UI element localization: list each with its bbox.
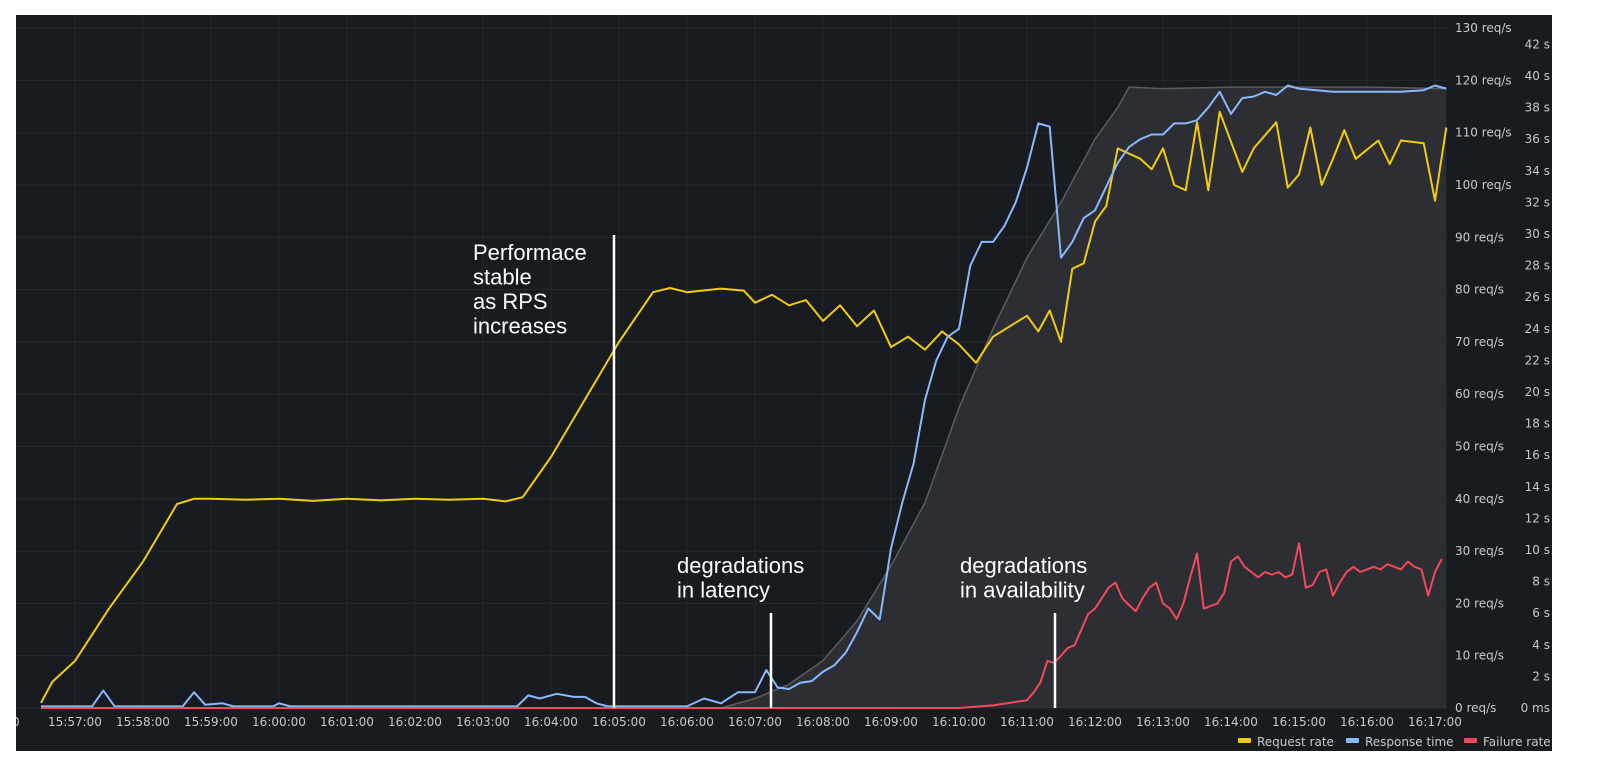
y-left-tick-label: 10 req/s bbox=[1455, 649, 1504, 663]
legend-item-response-time: Response time bbox=[1365, 735, 1454, 749]
y-right-tick-label: 36 s bbox=[1525, 132, 1550, 146]
x-tick-label: 15:58:00 bbox=[116, 715, 170, 729]
x-tick-label: 15:59:00 bbox=[184, 715, 238, 729]
x-tick-label: 16:00:00 bbox=[252, 715, 306, 729]
y-right-tick-label: 38 s bbox=[1525, 101, 1550, 115]
x-tick-label: 16:17:00 bbox=[1408, 715, 1462, 729]
x-tick-label: 16:05:00 bbox=[592, 715, 646, 729]
x-tick-label: 16:02:00 bbox=[388, 715, 442, 729]
annotation-text: increases bbox=[473, 314, 567, 339]
x-tick-label: 16:03:00 bbox=[456, 715, 510, 729]
y-left-tick-label: 120 req/s bbox=[1455, 73, 1512, 87]
x-tick-label: 16:15:00 bbox=[1272, 715, 1326, 729]
chart-panel: 0 req/s 10 req/s 20 req/s 30 req/s 40 req/s 5… bbox=[16, 15, 1552, 751]
y-right-tick-label: 30 s bbox=[1525, 227, 1550, 241]
y-right-tick-label: 26 s bbox=[1525, 290, 1550, 304]
annotation-text: in availability bbox=[960, 578, 1085, 603]
y-right-tick-label: 10 s bbox=[1525, 543, 1550, 557]
x-tick-label: 16:01:00 bbox=[320, 715, 374, 729]
y-left-tick-label: 70 req/s bbox=[1455, 335, 1504, 349]
y-right-tick-label: 12 s bbox=[1525, 511, 1550, 525]
y-right-tick-label: 6 s bbox=[1532, 606, 1550, 620]
y-right-tick-label: 22 s bbox=[1525, 353, 1550, 367]
y-left-tick-label: 80 req/s bbox=[1455, 283, 1504, 297]
y-right-tick-label: 24 s bbox=[1525, 322, 1550, 336]
y-left-tick-label: 60 req/s bbox=[1455, 387, 1504, 401]
series-area-gray bbox=[41, 87, 1447, 709]
y-right-tick-label: 14 s bbox=[1525, 480, 1550, 494]
x-tick-label: 16:16:00 bbox=[1340, 715, 1394, 729]
x-tick-label: 16:07:00 bbox=[728, 715, 782, 729]
x-tick-label: 16:06:00 bbox=[660, 715, 714, 729]
y-right-tick-label: 20 s bbox=[1525, 385, 1550, 399]
y-left-tick-label: 90 req/s bbox=[1455, 230, 1504, 244]
x-tick-label-partial: 0 bbox=[16, 715, 20, 729]
timeseries-chart: 0 req/s 10 req/s 20 req/s 30 req/s 40 req/s 5… bbox=[16, 15, 1551, 749]
y-right-tick-label: 8 s bbox=[1532, 575, 1550, 589]
x-tick-label: 15:57:00 bbox=[48, 715, 102, 729]
x-tick-label: 16:10:00 bbox=[932, 715, 986, 729]
y-right-tick-label: 0 ms bbox=[1521, 701, 1550, 715]
annotation-text: stable bbox=[473, 265, 532, 290]
y-left-tick-label: 130 req/s bbox=[1455, 21, 1512, 35]
x-tick-label: 16:11:00 bbox=[1000, 715, 1054, 729]
annotation-text: Performace bbox=[473, 240, 587, 265]
legend-item-request-rate: Request rate bbox=[1257, 735, 1334, 749]
y-left-tick-label: 100 req/s bbox=[1455, 178, 1512, 192]
annotation-text: degradations bbox=[960, 553, 1087, 578]
y-left-tick-label: 20 req/s bbox=[1455, 596, 1504, 610]
series-line-response-time bbox=[41, 84, 1447, 708]
y-left-tick-label: 110 req/s bbox=[1455, 126, 1512, 140]
series-line-failure-rate bbox=[41, 542, 1443, 709]
series-line-request-rate bbox=[40, 110, 1448, 704]
y-left-tick-label: 30 req/s bbox=[1455, 544, 1504, 558]
y-left-tick-label: 0 req/s bbox=[1455, 701, 1496, 715]
y-right-tick-label: 40 s bbox=[1525, 69, 1550, 83]
y-right-tick-label: 16 s bbox=[1525, 448, 1550, 462]
x-tick-label: 16:08:00 bbox=[796, 715, 850, 729]
y-right-tick-label: 34 s bbox=[1525, 164, 1550, 178]
series-line-gray bbox=[41, 86, 1447, 709]
y-right-tick-label: 42 s bbox=[1525, 37, 1550, 51]
x-tick-label: 16:14:00 bbox=[1204, 715, 1258, 729]
annotation-text: as RPS bbox=[473, 289, 548, 314]
y-right-tick-label: 28 s bbox=[1525, 259, 1550, 273]
legend-item-failure-rate: Failure rate bbox=[1483, 735, 1551, 749]
annotation-text: in latency bbox=[677, 578, 770, 603]
annotation-text: degradations bbox=[677, 553, 804, 578]
x-tick-label: 16:13:00 bbox=[1136, 715, 1190, 729]
y-right-tick-label: 18 s bbox=[1525, 417, 1550, 431]
x-tick-label: 16:09:00 bbox=[864, 715, 918, 729]
legend-swatch bbox=[1464, 738, 1477, 743]
y-right-tick-label: 32 s bbox=[1525, 195, 1550, 209]
x-tick-label: 16:04:00 bbox=[524, 715, 578, 729]
x-tick-label: 16:12:00 bbox=[1068, 715, 1122, 729]
y-left-tick-label: 40 req/s bbox=[1455, 492, 1504, 506]
legend-swatch bbox=[1346, 738, 1359, 743]
y-left-tick-label: 50 req/s bbox=[1455, 440, 1504, 454]
legend-swatch bbox=[1238, 738, 1251, 743]
y-right-tick-label: 4 s bbox=[1532, 638, 1550, 652]
y-right-tick-label: 2 s bbox=[1532, 669, 1550, 683]
